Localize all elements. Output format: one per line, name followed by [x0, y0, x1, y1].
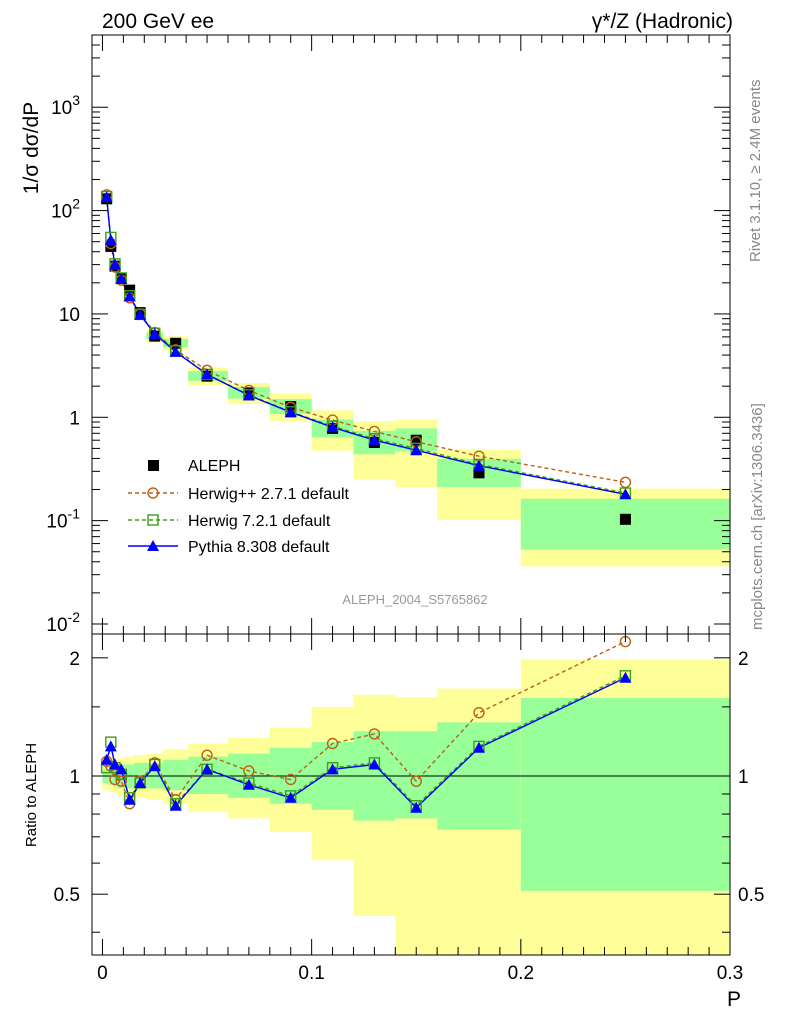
main-point-aleph [473, 467, 485, 479]
main-point-pythia [284, 406, 297, 418]
ratio-point-pythia [109, 758, 122, 770]
ratio-point-pythia [284, 791, 297, 803]
x-tick-label: 0.1 [298, 963, 324, 984]
ratio-point-herwigpp [243, 765, 255, 777]
ratio-panel-axes: 0 0.1 0.2 0.3 0.5 0.5 1 1 2 2 [54, 634, 764, 984]
ratio-point-pythia [368, 758, 381, 770]
legend-pythia-label: Pythia 8.308 default [188, 539, 330, 556]
main-y-axis-label: 1/σ dσ/dP [20, 102, 43, 194]
ratio-y-tick-label-right: 1 [738, 767, 749, 788]
main-panel-axes: 10-2 10-1 1 10 102 103 [46, 34, 731, 636]
ratio-line-herwigpp [106, 640, 626, 806]
main-y-tick-label: 10 [59, 305, 80, 326]
main-point-pythia [242, 389, 255, 401]
plot-title-left: 200 GeV ee [102, 10, 214, 33]
ratio-point-pythia [619, 671, 632, 683]
legend-herwigpp-marker [147, 487, 159, 499]
ratio-y-tick-label-left: 1 [69, 767, 80, 788]
legend-aleph-marker [148, 460, 159, 471]
legend-aleph-label: ALEPH [188, 458, 240, 475]
rivet-version-label: Rivet 3.1.10, ≥ 2.4M events [747, 80, 764, 263]
ratio-y-axis-label: Ratio to ALEPH [23, 743, 40, 847]
ratio-point-herwigpp [285, 773, 297, 786]
main-point-aleph [105, 240, 117, 252]
ratio-panel-frame [91, 633, 731, 956]
ratio-point-herwigpp [326, 737, 339, 750]
analysis-id-watermark: ALEPH_2004_S5765862 [342, 592, 487, 607]
x-tick-label: 0.3 [717, 963, 743, 984]
main-panel-bands [102, 195, 730, 567]
ratio-panel-bands [102, 659, 730, 955]
ratio-panel-series [100, 635, 632, 813]
ratio-point-pythia [169, 799, 182, 811]
ratio-point-pythia [115, 763, 128, 775]
main-line-pythia [105, 197, 626, 495]
ratio-point-pythia [410, 801, 423, 813]
ratio-band-inner [163, 759, 189, 791]
ratio-point-pythia [242, 778, 255, 790]
ratio-point-herwigpp [410, 775, 422, 787]
legend: ALEPH Herwig++ 2.7.1 default Herwig 7.2.… [128, 458, 350, 556]
ratio-point-pythia [100, 753, 113, 765]
mcplots-credit-label: mcplots.cern.ch [arXiv:1306.3436] [749, 403, 766, 630]
ratio-point-pythia [134, 776, 147, 788]
ratio-point-pythia [472, 741, 485, 753]
ratio-point-herwigpp [473, 706, 485, 719]
main-point-pythia [201, 368, 214, 380]
ratio-band-inner [520, 698, 730, 891]
main-point-pythia [472, 459, 485, 471]
ratio-point-pythia [104, 740, 117, 752]
ratio-y-tick-label-right: 0.5 [738, 885, 764, 906]
ratio-y-tick-label-left: 0.5 [54, 885, 80, 906]
main-point-pythia [326, 421, 339, 433]
main-point-pythia [100, 191, 113, 203]
main-point-aleph [619, 513, 631, 525]
ratio-point-pythia [201, 763, 214, 775]
main-y-tick-label: 102 [51, 196, 80, 223]
main-point-pythia [169, 345, 182, 357]
legend-herwig7-marker [147, 514, 159, 526]
plot-title-right: γ*/Z (Hadronic) [592, 10, 733, 33]
ratio-y-tick-label-right: 2 [738, 649, 749, 670]
main-point-pythia [134, 308, 147, 320]
main-point-pythia [115, 272, 128, 284]
main-line-herwig7 [105, 196, 626, 494]
ratio-y-tick-label-left: 2 [69, 649, 80, 670]
main-point-aleph [170, 337, 182, 349]
ratio-point-pythia [148, 760, 161, 772]
main-point-pythia [104, 233, 117, 245]
main-point-pythia [148, 327, 161, 339]
main-point-pythia [368, 434, 381, 446]
main-y-tick-label: 103 [51, 92, 80, 119]
main-point-pythia [109, 258, 122, 270]
main-point-pythia [410, 444, 423, 456]
main-point-pythia [619, 488, 632, 500]
ratio-point-herwigpp [115, 775, 127, 787]
ratio-point-pythia [123, 793, 136, 805]
main-point-pythia [123, 290, 136, 302]
main-panel-series [100, 189, 632, 525]
x-tick-label: 0 [97, 963, 108, 984]
ratio-point-pythia [326, 763, 339, 775]
main-point-herwigpp [619, 476, 632, 488]
legend-herwigpp-label: Herwig++ 2.7.1 default [188, 486, 350, 503]
legend-pythia-marker [147, 540, 159, 551]
main-y-tick-label: 10-2 [46, 609, 80, 636]
ratio-point-herwigpp [368, 728, 381, 740]
ratio-point-herwigpp [201, 749, 213, 761]
x-axis-label: P [727, 988, 741, 1011]
main-point-aleph [410, 434, 422, 446]
main-y-tick-label: 1 [69, 408, 80, 429]
x-tick-label: 0.2 [508, 963, 534, 984]
legend-herwig7-label: Herwig 7.2.1 default [188, 513, 331, 530]
main-y-tick-label: 10-1 [46, 506, 80, 533]
